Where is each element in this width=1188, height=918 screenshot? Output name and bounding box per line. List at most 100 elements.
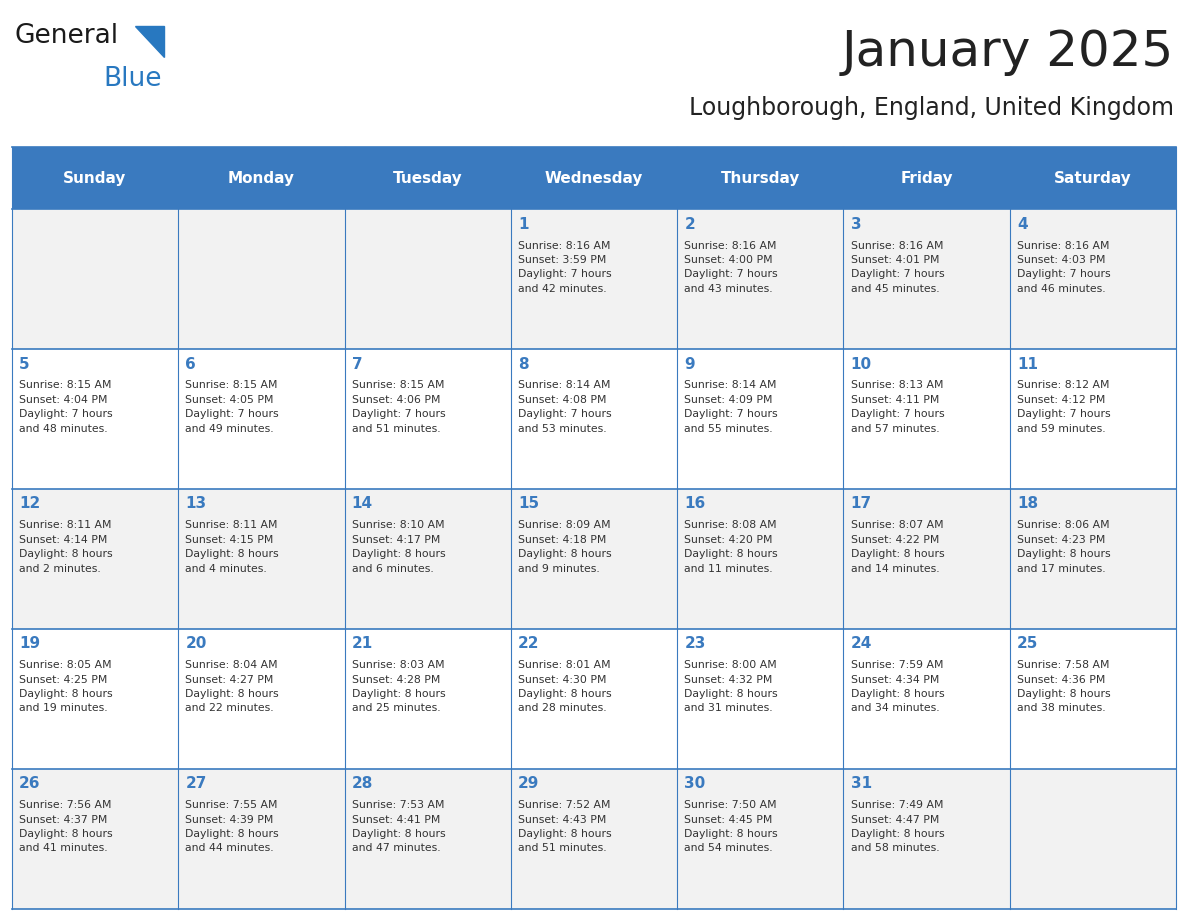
Text: Sunrise: 8:15 AM
Sunset: 4:06 PM
Daylight: 7 hours
and 51 minutes.: Sunrise: 8:15 AM Sunset: 4:06 PM Dayligh… [352, 380, 446, 433]
Text: Sunrise: 8:15 AM
Sunset: 4:05 PM
Daylight: 7 hours
and 49 minutes.: Sunrise: 8:15 AM Sunset: 4:05 PM Dayligh… [185, 380, 279, 433]
Bar [1010, 349, 1176, 489]
Text: Sunrise: 8:01 AM
Sunset: 4:30 PM
Daylight: 8 hours
and 28 minutes.: Sunrise: 8:01 AM Sunset: 4:30 PM Dayligh… [518, 660, 612, 713]
Bar [511, 147, 677, 209]
Text: Sunrise: 8:14 AM
Sunset: 4:09 PM
Daylight: 7 hours
and 55 minutes.: Sunrise: 8:14 AM Sunset: 4:09 PM Dayligh… [684, 380, 778, 433]
Text: 30: 30 [684, 777, 706, 791]
Text: Sunday: Sunday [63, 171, 127, 185]
Text: Sunrise: 7:50 AM
Sunset: 4:45 PM
Daylight: 8 hours
and 54 minutes.: Sunrise: 7:50 AM Sunset: 4:45 PM Dayligh… [684, 800, 778, 854]
Text: Sunrise: 8:09 AM
Sunset: 4:18 PM
Daylight: 8 hours
and 9 minutes.: Sunrise: 8:09 AM Sunset: 4:18 PM Dayligh… [518, 521, 612, 574]
Text: Sunrise: 7:55 AM
Sunset: 4:39 PM
Daylight: 8 hours
and 44 minutes.: Sunrise: 7:55 AM Sunset: 4:39 PM Dayligh… [185, 800, 279, 854]
Text: Friday: Friday [901, 171, 953, 185]
Text: Sunrise: 8:10 AM
Sunset: 4:17 PM
Daylight: 8 hours
and 6 minutes.: Sunrise: 8:10 AM Sunset: 4:17 PM Dayligh… [352, 521, 446, 574]
Text: 24: 24 [851, 636, 872, 652]
Bar [12, 769, 178, 909]
Text: 7: 7 [352, 356, 362, 372]
Text: Sunrise: 8:14 AM
Sunset: 4:08 PM
Daylight: 7 hours
and 53 minutes.: Sunrise: 8:14 AM Sunset: 4:08 PM Dayligh… [518, 380, 612, 433]
Text: 29: 29 [518, 777, 539, 791]
Text: Sunrise: 8:12 AM
Sunset: 4:12 PM
Daylight: 7 hours
and 59 minutes.: Sunrise: 8:12 AM Sunset: 4:12 PM Dayligh… [1017, 380, 1111, 433]
Text: Sunrise: 8:16 AM
Sunset: 4:00 PM
Daylight: 7 hours
and 43 minutes.: Sunrise: 8:16 AM Sunset: 4:00 PM Dayligh… [684, 241, 778, 294]
Bar [178, 349, 345, 489]
Bar [677, 209, 843, 349]
Text: 26: 26 [19, 777, 40, 791]
Bar [178, 209, 345, 349]
Text: 14: 14 [352, 497, 373, 511]
Text: Sunrise: 8:07 AM
Sunset: 4:22 PM
Daylight: 8 hours
and 14 minutes.: Sunrise: 8:07 AM Sunset: 4:22 PM Dayligh… [851, 521, 944, 574]
Bar [677, 349, 843, 489]
Text: 13: 13 [185, 497, 207, 511]
Text: Saturday: Saturday [1054, 171, 1132, 185]
Text: Sunrise: 8:00 AM
Sunset: 4:32 PM
Daylight: 8 hours
and 31 minutes.: Sunrise: 8:00 AM Sunset: 4:32 PM Dayligh… [684, 660, 778, 713]
Text: Sunrise: 8:04 AM
Sunset: 4:27 PM
Daylight: 8 hours
and 22 minutes.: Sunrise: 8:04 AM Sunset: 4:27 PM Dayligh… [185, 660, 279, 713]
Bar [511, 629, 677, 769]
Text: 19: 19 [19, 636, 40, 652]
Text: 31: 31 [851, 777, 872, 791]
Bar [345, 629, 511, 769]
Text: 3: 3 [851, 217, 861, 231]
Text: Sunrise: 8:06 AM
Sunset: 4:23 PM
Daylight: 8 hours
and 17 minutes.: Sunrise: 8:06 AM Sunset: 4:23 PM Dayligh… [1017, 521, 1111, 574]
Bar [511, 349, 677, 489]
Bar [843, 769, 1010, 909]
Bar [677, 629, 843, 769]
Bar [843, 147, 1010, 209]
Bar [345, 349, 511, 489]
Text: Thursday: Thursday [721, 171, 800, 185]
Text: 20: 20 [185, 636, 207, 652]
Text: 1: 1 [518, 217, 529, 231]
Text: Sunrise: 8:11 AM
Sunset: 4:15 PM
Daylight: 8 hours
and 4 minutes.: Sunrise: 8:11 AM Sunset: 4:15 PM Dayligh… [185, 521, 279, 574]
Text: 27: 27 [185, 777, 207, 791]
Text: 21: 21 [352, 636, 373, 652]
Text: 4: 4 [1017, 217, 1028, 231]
Bar [677, 489, 843, 629]
Text: Sunrise: 8:11 AM
Sunset: 4:14 PM
Daylight: 8 hours
and 2 minutes.: Sunrise: 8:11 AM Sunset: 4:14 PM Dayligh… [19, 521, 113, 574]
Bar [178, 769, 345, 909]
Text: 8: 8 [518, 356, 529, 372]
Bar [345, 769, 511, 909]
Bar [1010, 209, 1176, 349]
Polygon shape [135, 26, 164, 57]
Text: Tuesday: Tuesday [393, 171, 462, 185]
Text: 28: 28 [352, 777, 373, 791]
Bar [178, 489, 345, 629]
Text: Sunrise: 8:13 AM
Sunset: 4:11 PM
Daylight: 7 hours
and 57 minutes.: Sunrise: 8:13 AM Sunset: 4:11 PM Dayligh… [851, 380, 944, 433]
Text: Sunrise: 8:16 AM
Sunset: 3:59 PM
Daylight: 7 hours
and 42 minutes.: Sunrise: 8:16 AM Sunset: 3:59 PM Dayligh… [518, 241, 612, 294]
Bar [345, 489, 511, 629]
Bar [677, 147, 843, 209]
Text: 12: 12 [19, 497, 40, 511]
Bar [12, 349, 178, 489]
Text: Sunrise: 8:16 AM
Sunset: 4:03 PM
Daylight: 7 hours
and 46 minutes.: Sunrise: 8:16 AM Sunset: 4:03 PM Dayligh… [1017, 241, 1111, 294]
Text: 2: 2 [684, 217, 695, 231]
Bar [12, 147, 178, 209]
Bar [843, 349, 1010, 489]
Text: Blue: Blue [103, 66, 162, 92]
Text: Sunrise: 8:08 AM
Sunset: 4:20 PM
Daylight: 8 hours
and 11 minutes.: Sunrise: 8:08 AM Sunset: 4:20 PM Dayligh… [684, 521, 778, 574]
Text: Monday: Monday [228, 171, 295, 185]
Bar [178, 147, 345, 209]
Text: Sunrise: 7:58 AM
Sunset: 4:36 PM
Daylight: 8 hours
and 38 minutes.: Sunrise: 7:58 AM Sunset: 4:36 PM Dayligh… [1017, 660, 1111, 713]
Bar [345, 209, 511, 349]
Text: Sunrise: 8:03 AM
Sunset: 4:28 PM
Daylight: 8 hours
and 25 minutes.: Sunrise: 8:03 AM Sunset: 4:28 PM Dayligh… [352, 660, 446, 713]
Bar [1010, 769, 1176, 909]
Text: 16: 16 [684, 497, 706, 511]
Text: Sunrise: 7:53 AM
Sunset: 4:41 PM
Daylight: 8 hours
and 47 minutes.: Sunrise: 7:53 AM Sunset: 4:41 PM Dayligh… [352, 800, 446, 854]
Bar [12, 209, 178, 349]
Text: Sunrise: 7:56 AM
Sunset: 4:37 PM
Daylight: 8 hours
and 41 minutes.: Sunrise: 7:56 AM Sunset: 4:37 PM Dayligh… [19, 800, 113, 854]
Bar [511, 489, 677, 629]
Text: Sunrise: 7:49 AM
Sunset: 4:47 PM
Daylight: 8 hours
and 58 minutes.: Sunrise: 7:49 AM Sunset: 4:47 PM Dayligh… [851, 800, 944, 854]
Text: 9: 9 [684, 356, 695, 372]
Text: January 2025: January 2025 [841, 28, 1174, 75]
Text: 17: 17 [851, 497, 872, 511]
Text: 18: 18 [1017, 497, 1038, 511]
Bar [1010, 629, 1176, 769]
Text: Loughborough, England, United Kingdom: Loughborough, England, United Kingdom [689, 96, 1174, 120]
Bar [178, 629, 345, 769]
Bar [843, 629, 1010, 769]
Bar [677, 769, 843, 909]
Text: Sunrise: 7:52 AM
Sunset: 4:43 PM
Daylight: 8 hours
and 51 minutes.: Sunrise: 7:52 AM Sunset: 4:43 PM Dayligh… [518, 800, 612, 854]
Text: 15: 15 [518, 497, 539, 511]
Bar [843, 209, 1010, 349]
Bar [12, 489, 178, 629]
Text: 25: 25 [1017, 636, 1038, 652]
Text: Wednesday: Wednesday [545, 171, 643, 185]
Text: 22: 22 [518, 636, 539, 652]
Text: Sunrise: 8:16 AM
Sunset: 4:01 PM
Daylight: 7 hours
and 45 minutes.: Sunrise: 8:16 AM Sunset: 4:01 PM Dayligh… [851, 241, 944, 294]
